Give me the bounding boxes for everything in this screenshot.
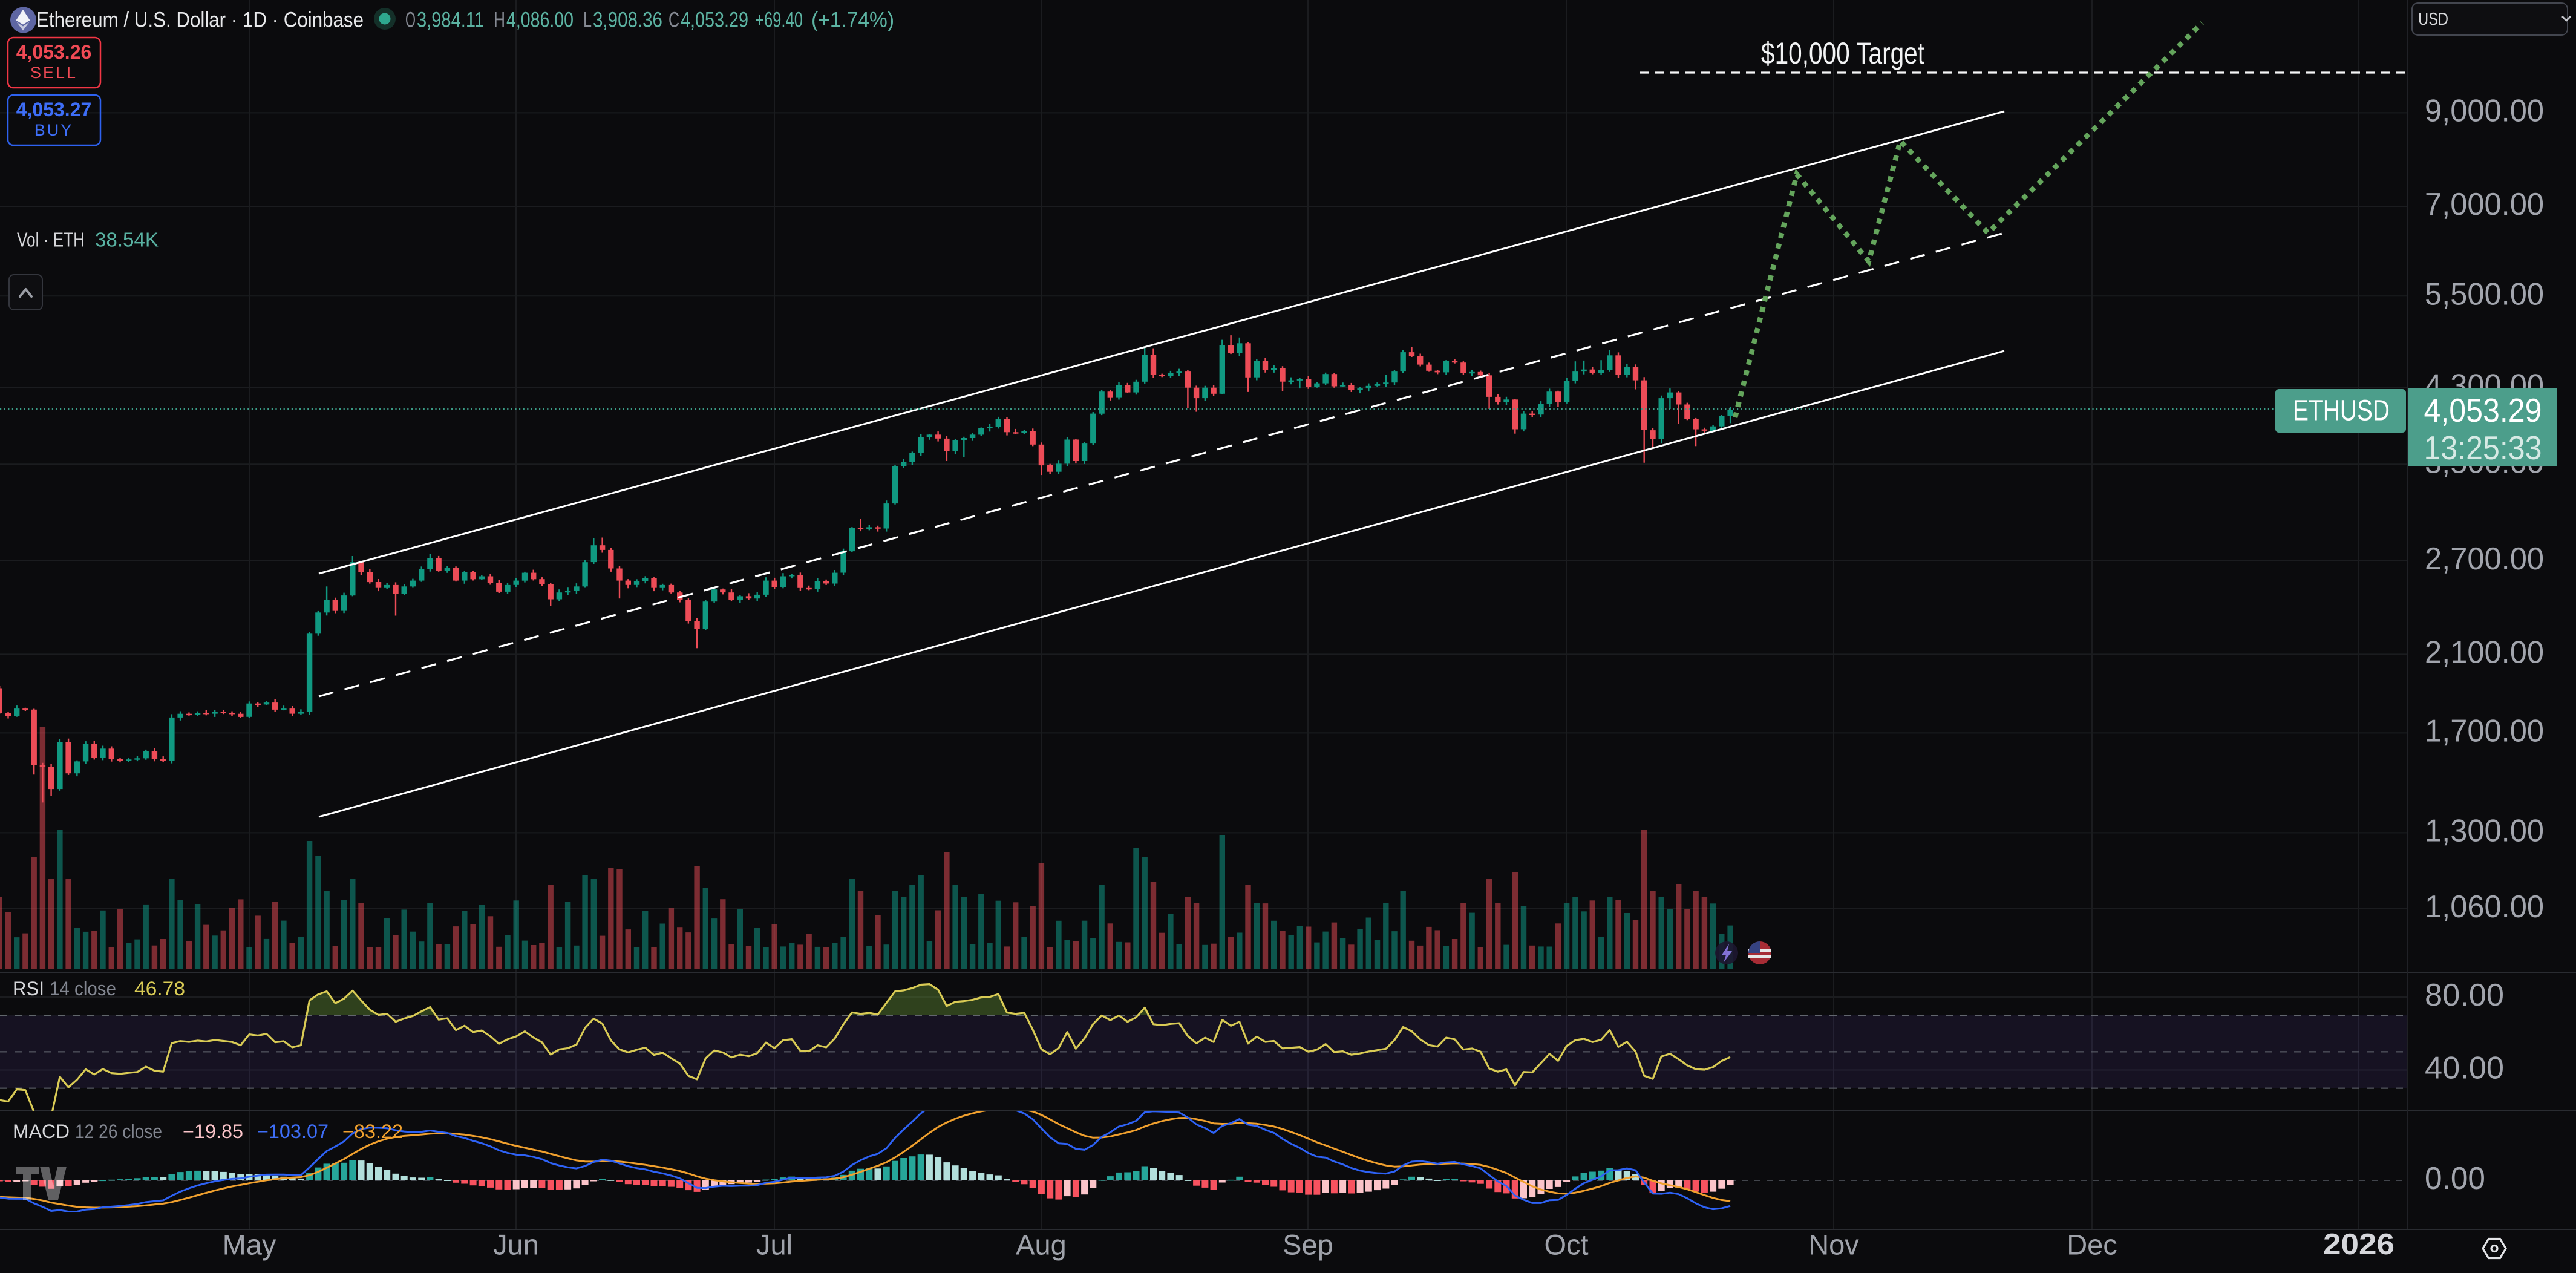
svg-text:Sep: Sep [1283,1229,1333,1261]
svg-text:46.78: 46.78 [134,978,185,1000]
svg-text:(+1.74%): (+1.74%) [811,8,894,32]
svg-text:7,000.00: 7,000.00 [2425,187,2544,222]
svg-text:USD: USD [2418,10,2448,29]
svg-text:2,100.00: 2,100.00 [2425,635,2544,670]
svg-text:Aug: Aug [1016,1229,1067,1261]
svg-text:RSI: RSI [13,978,44,1000]
svg-text:+69.40: +69.40 [755,8,803,32]
svg-text:4,053.27: 4,053.27 [16,99,92,120]
svg-text:MACD: MACD [13,1121,70,1142]
svg-text:Nov: Nov [1808,1229,1859,1261]
svg-text:Ethereum / U.S. Dollar · 1D ·: Ethereum / U.S. Dollar · 1D · Coinbase [36,8,364,32]
svg-text:May: May [223,1229,276,1261]
svg-text:80.00: 80.00 [2425,978,2504,1013]
svg-text:2,700.00: 2,700.00 [2425,542,2544,577]
svg-text:2026: 2026 [2323,1228,2395,1261]
svg-text:38.54K: 38.54K [95,229,159,251]
svg-text:4,086.00: 4,086.00 [506,8,574,32]
svg-text:4,053.29: 4,053.29 [681,8,748,32]
svg-text:ETHUSD: ETHUSD [2293,395,2390,427]
svg-text:5,500.00: 5,500.00 [2425,277,2544,312]
svg-text:Jun: Jun [493,1229,539,1261]
svg-text:C: C [669,8,679,32]
svg-text:−83.22: −83.22 [342,1121,403,1142]
svg-text:O: O [405,8,416,32]
svg-text:Dec: Dec [2067,1229,2117,1261]
svg-text:4,053.29: 4,053.29 [2424,391,2542,429]
svg-text:−103.07: −103.07 [257,1121,329,1142]
svg-text:BUY: BUY [34,121,74,139]
svg-text:12 26 close: 12 26 close [75,1121,162,1142]
svg-text:3,984.11: 3,984.11 [417,8,484,32]
svg-text:40.00: 40.00 [2425,1051,2504,1086]
svg-text:L: L [583,8,592,32]
svg-text:13:25:33: 13:25:33 [2424,429,2542,466]
svg-text:3,908.36: 3,908.36 [593,8,662,32]
svg-text:1,300.00: 1,300.00 [2425,813,2544,848]
svg-text:SELL: SELL [30,64,77,82]
svg-text:9,000.00: 9,000.00 [2425,93,2544,128]
svg-text:1,060.00: 1,060.00 [2425,889,2544,924]
svg-text:−19.85: −19.85 [183,1121,243,1142]
svg-text:$10,000 Target: $10,000 Target [1761,36,1924,70]
svg-text:H: H [494,8,505,32]
svg-text:Vol · ETH: Vol · ETH [17,229,85,251]
svg-text:14 close: 14 close [50,978,116,1000]
svg-text:1,700.00: 1,700.00 [2425,713,2544,748]
svg-text:4,053.26: 4,053.26 [16,41,92,63]
svg-text:Jul: Jul [756,1229,793,1261]
svg-text:0.00: 0.00 [2425,1161,2485,1196]
svg-text:Oct: Oct [1544,1229,1588,1261]
